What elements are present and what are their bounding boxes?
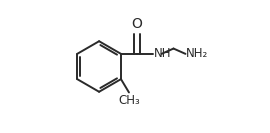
Text: NH: NH: [154, 47, 171, 60]
Text: CH₃: CH₃: [119, 94, 140, 107]
Text: O: O: [131, 17, 142, 31]
Text: NH₂: NH₂: [186, 47, 208, 60]
